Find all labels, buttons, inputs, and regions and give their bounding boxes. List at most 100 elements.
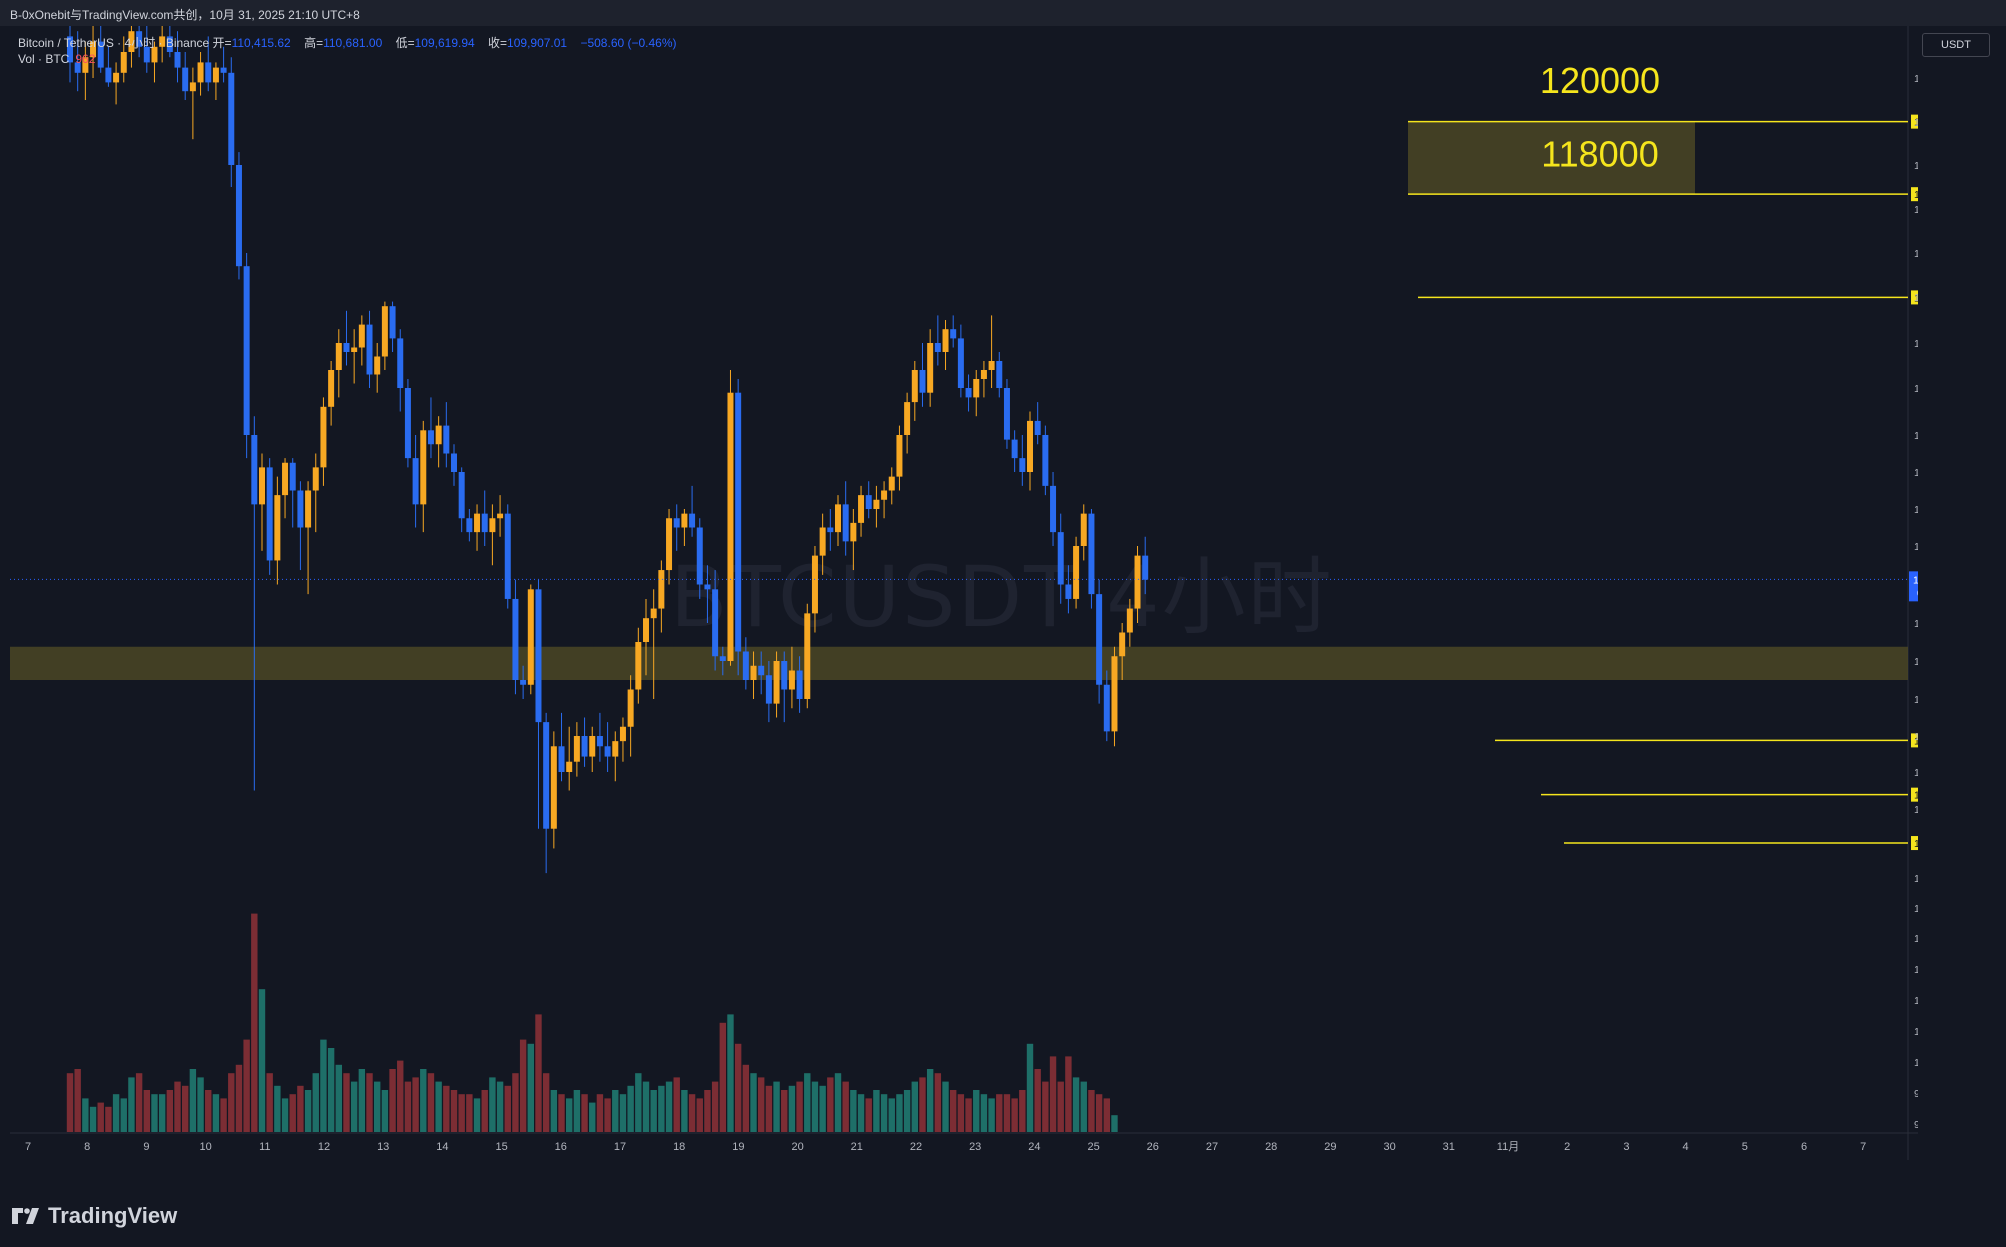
candle-body[interactable]	[888, 476, 895, 491]
candle-body[interactable]	[1080, 513, 1087, 546]
candle-body[interactable]	[942, 329, 949, 352]
candle-body[interactable]	[980, 370, 987, 379]
candle-body[interactable]	[381, 306, 388, 357]
candle-body[interactable]	[451, 453, 457, 473]
symbol-name[interactable]: Bitcoin / TetherUS · 4小时 · Binance	[18, 36, 210, 50]
candle-body[interactable]	[289, 462, 296, 491]
candle-body[interactable]	[335, 343, 342, 370]
candle-body[interactable]	[243, 266, 250, 435]
candle-body[interactable]	[1011, 439, 1018, 459]
candle-body[interactable]	[858, 495, 865, 523]
candle-body[interactable]	[358, 324, 365, 348]
candle-body[interactable]	[850, 522, 857, 542]
candle-body[interactable]	[351, 347, 358, 353]
candle-body[interactable]	[804, 613, 811, 699]
candle-body[interactable]	[589, 736, 596, 757]
annotation-label-120000[interactable]: 120000	[1540, 60, 1660, 101]
candle-body[interactable]	[166, 36, 173, 52]
candle-body[interactable]	[520, 680, 527, 685]
candle-body[interactable]	[312, 467, 319, 491]
candle-body[interactable]	[282, 462, 289, 496]
candle-body[interactable]	[796, 670, 803, 700]
candle-body[interactable]	[189, 82, 196, 92]
candle-body[interactable]	[765, 675, 772, 704]
candle-body[interactable]	[97, 41, 104, 68]
candle-body[interactable]	[666, 518, 673, 571]
candle-body[interactable]	[643, 618, 649, 642]
candle-body[interactable]	[174, 52, 181, 68]
candle-body[interactable]	[934, 343, 941, 352]
candle-body[interactable]	[1050, 485, 1057, 533]
candle-body[interactable]	[1134, 555, 1141, 609]
candle-body[interactable]	[842, 504, 849, 542]
support-zone[interactable]	[10, 646, 1908, 680]
candle-body[interactable]	[404, 388, 411, 459]
candle-body[interactable]	[957, 338, 964, 388]
candle-body[interactable]	[305, 490, 312, 528]
candle-body[interactable]	[427, 430, 434, 445]
candle-body[interactable]	[251, 435, 258, 505]
candle-body[interactable]	[1103, 684, 1110, 732]
candle-body[interactable]	[320, 406, 327, 468]
candle-body[interactable]	[604, 746, 611, 757]
candle-body[interactable]	[489, 518, 496, 533]
candle-body[interactable]	[1126, 608, 1133, 633]
candle-body[interactable]	[259, 467, 265, 505]
candle-body[interactable]	[1096, 594, 1103, 685]
candle-body[interactable]	[128, 31, 135, 52]
volume-label[interactable]: Vol · BTC	[18, 52, 70, 66]
candle-body[interactable]	[1088, 513, 1095, 595]
candle-body[interactable]	[658, 570, 665, 609]
candle-body[interactable]	[328, 370, 335, 407]
candle-body[interactable]	[835, 504, 841, 533]
candle-body[interactable]	[435, 425, 442, 445]
candle-body[interactable]	[988, 361, 995, 370]
candle-body[interactable]	[397, 338, 404, 388]
candle-body[interactable]	[1073, 546, 1080, 599]
tradingview-logo[interactable]: TradingView	[12, 1203, 177, 1229]
candle-body[interactable]	[512, 598, 519, 680]
candle-body[interactable]	[1111, 656, 1118, 732]
candle-body[interactable]	[212, 67, 219, 83]
candle-body[interactable]	[481, 513, 488, 533]
candle-body[interactable]	[896, 435, 903, 477]
candle-body[interactable]	[120, 52, 127, 73]
candle-body[interactable]	[497, 513, 504, 519]
candle-body[interactable]	[673, 518, 680, 528]
candle-body[interactable]	[82, 57, 89, 73]
candle-body[interactable]	[1003, 388, 1010, 440]
candle-body[interactable]	[650, 608, 657, 619]
candle-body[interactable]	[827, 527, 834, 533]
candle-body[interactable]	[612, 741, 619, 757]
candle-body[interactable]	[727, 392, 734, 661]
candle-body[interactable]	[466, 518, 473, 533]
candle-body[interactable]	[74, 62, 81, 73]
candle-body[interactable]	[919, 370, 926, 393]
currency-button[interactable]: USDT	[1922, 33, 1990, 57]
candle-body[interactable]	[235, 165, 242, 267]
resistance-zone[interactable]	[1408, 121, 1695, 195]
candle-body[interactable]	[696, 527, 703, 585]
candle-body[interactable]	[205, 62, 212, 83]
candle-body[interactable]	[527, 589, 534, 685]
candle-body[interactable]	[758, 665, 765, 676]
candle-body[interactable]	[90, 41, 97, 58]
candle-body[interactable]	[596, 736, 603, 747]
candle-body[interactable]	[950, 329, 957, 339]
candle-body[interactable]	[558, 746, 565, 772]
candle-body[interactable]	[689, 513, 696, 528]
candle-body[interactable]	[712, 589, 719, 657]
candle-body[interactable]	[113, 72, 120, 83]
candle-body[interactable]	[904, 402, 911, 435]
candle-body[interactable]	[1027, 420, 1033, 472]
current-price-badge[interactable]	[1909, 571, 1918, 602]
candle-body[interactable]	[573, 736, 580, 762]
candle-body[interactable]	[773, 661, 780, 704]
candle-body[interactable]	[266, 467, 273, 561]
candle-body[interactable]	[1119, 632, 1126, 657]
candle-body[interactable]	[458, 472, 465, 519]
candle-body[interactable]	[67, 36, 73, 63]
candle-body[interactable]	[474, 513, 481, 533]
candle-body[interactable]	[1057, 532, 1064, 585]
candle-body[interactable]	[504, 513, 511, 599]
